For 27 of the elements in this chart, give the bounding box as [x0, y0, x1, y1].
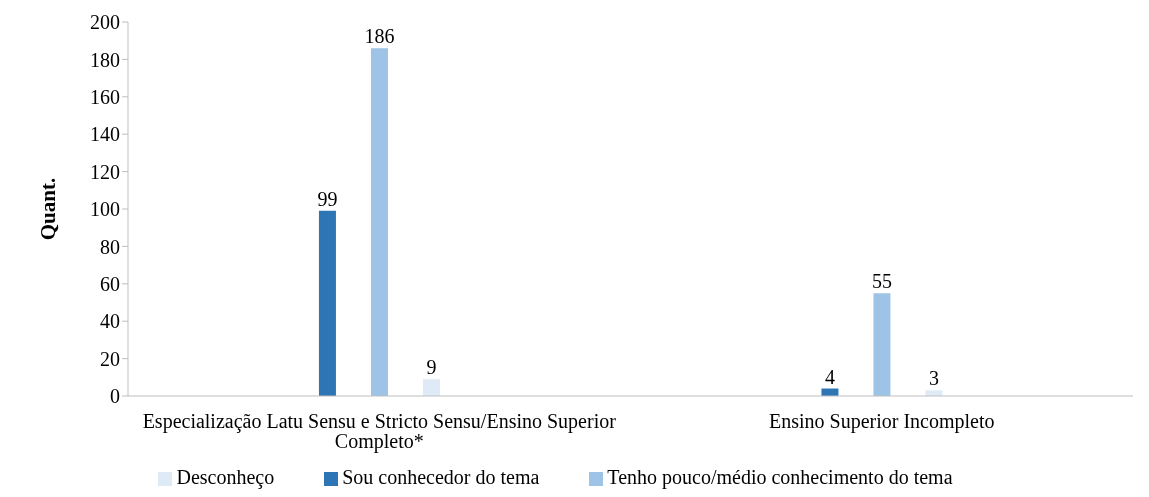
y-tick-label: 180: [90, 48, 120, 71]
bar: [873, 293, 891, 396]
y-tick-label: 20: [100, 347, 120, 370]
bar: [318, 210, 336, 396]
y-tick-label: 140: [90, 123, 120, 146]
data-label: 9: [426, 356, 437, 379]
y-tick-label: 60: [100, 272, 120, 295]
data-label: 99: [317, 187, 338, 210]
data-label: 55: [871, 270, 892, 293]
y-axis-title: Quant.: [36, 177, 61, 241]
data-label: 3: [928, 367, 939, 390]
y-tick-label: 100: [90, 198, 120, 221]
y-tick-label: 40: [100, 310, 120, 333]
bar: [422, 379, 440, 396]
y-tick-label: 80: [100, 235, 120, 258]
bar: [370, 48, 388, 396]
legend-label: Tenho pouco/médio conhecimento do tema: [607, 466, 953, 488]
y-tick-label: 120: [90, 160, 120, 183]
data-label: 4: [824, 365, 835, 388]
x-tick-label: Especialização Latu Sensu e Stricto Sensu/Ensino Superior Completo*: [142, 410, 617, 454]
legend-label: Sou conhecedor do tema: [342, 466, 540, 488]
x-tick-label: Ensino Superior Incompleto: [768, 410, 995, 434]
data-label: 186: [364, 25, 395, 48]
legend-label: Desconheço: [176, 466, 275, 488]
y-tick-label: 160: [90, 85, 120, 108]
y-tick-label: 200: [90, 11, 120, 34]
y-tick-label: 0: [110, 385, 120, 408]
